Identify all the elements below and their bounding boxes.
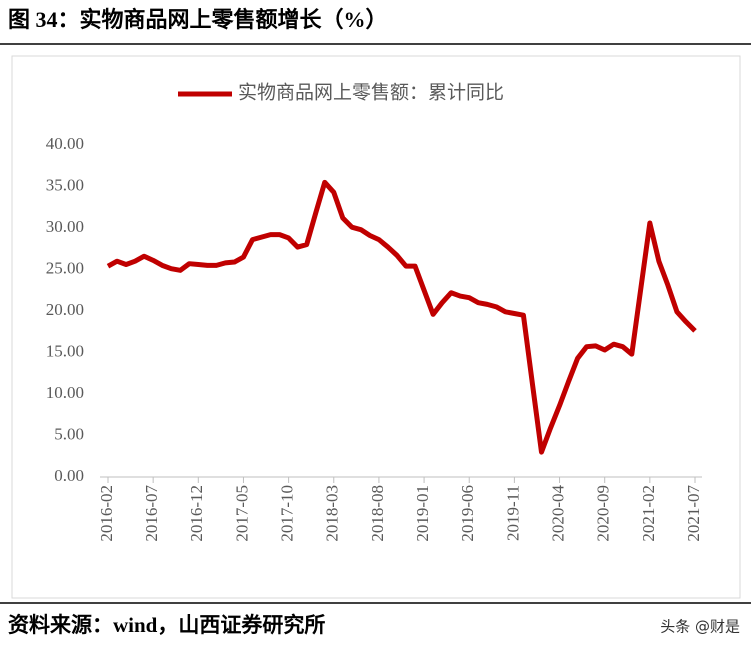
y-tick-label: 35.00 xyxy=(46,175,84,194)
x-tick-label: 2021-02 xyxy=(639,485,658,542)
y-tick-label: 30.00 xyxy=(46,217,84,236)
x-tick-label: 2019-01 xyxy=(413,485,432,542)
x-tick-label: 2019-06 xyxy=(458,485,477,542)
x-tick-label: 2016-02 xyxy=(97,485,116,542)
y-tick-label: 40.00 xyxy=(46,134,84,153)
legend-label: 实物商品网上零售额：累计同比 xyxy=(238,81,504,103)
x-tick-label: 2017-05 xyxy=(232,485,251,542)
x-tick-label: 2020-09 xyxy=(594,485,613,542)
x-tick-label: 2021-07 xyxy=(684,485,703,542)
x-tick-label: 2020-04 xyxy=(548,485,567,542)
x-tick-label: 2019-11 xyxy=(503,485,522,541)
y-tick-label: 10.00 xyxy=(46,383,84,402)
source: 资料来源：wind，山西证券研究所 xyxy=(8,613,325,637)
y-tick-label: 20.00 xyxy=(46,300,84,319)
x-tick-label: 2018-03 xyxy=(323,485,342,542)
watermark: 头条 @财是 xyxy=(660,618,740,636)
x-tick-label: 2016-12 xyxy=(187,485,206,542)
x-tick-label: 2018-08 xyxy=(368,485,387,542)
data-line xyxy=(106,179,697,455)
y-tick-label: 15.00 xyxy=(46,341,84,360)
y-tick-label: 5.00 xyxy=(54,424,84,443)
x-tick-label: 2017-10 xyxy=(278,485,297,542)
page-title: 图 34：实物商品网上零售额增长（%） xyxy=(8,7,388,32)
y-tick-label: 0.00 xyxy=(54,466,84,485)
chart-frame xyxy=(11,55,741,599)
x-tick-label: 2016-07 xyxy=(142,485,161,542)
y-tick-label: 25.00 xyxy=(46,258,84,277)
